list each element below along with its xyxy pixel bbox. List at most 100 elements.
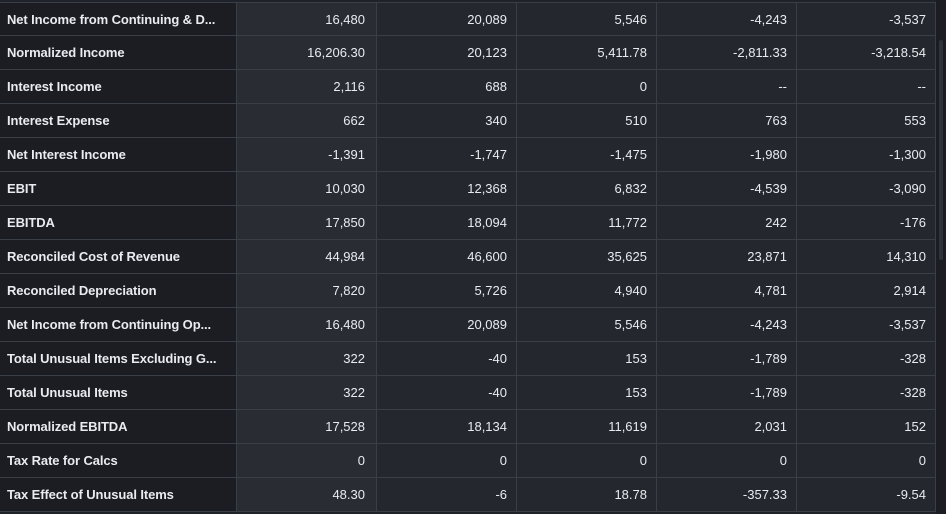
- cell-value: 322: [237, 342, 377, 375]
- cell-value: -40: [377, 376, 517, 409]
- cell-value: 10,030: [237, 172, 377, 205]
- table-row[interactable]: Reconciled Cost of Revenue 44,984 46,600…: [0, 240, 936, 274]
- table-row[interactable]: Interest Income 2,116 688 0 -- --: [0, 70, 936, 104]
- table-row[interactable]: Normalized EBITDA 17,528 18,134 11,619 2…: [0, 410, 936, 444]
- cell-value: 0: [517, 70, 657, 103]
- cell-value: 763: [657, 104, 797, 137]
- row-label: EBITDA: [0, 206, 237, 239]
- cell-value: 23,871: [657, 240, 797, 273]
- cell-value: 11,772: [517, 206, 657, 239]
- cell-value: 18.78: [517, 478, 657, 511]
- cell-value: 18,094: [377, 206, 517, 239]
- cell-value: 688: [377, 70, 517, 103]
- cell-value: 20,089: [377, 308, 517, 341]
- cell-value: 553: [797, 104, 936, 137]
- table-row[interactable]: Reconciled Depreciation 7,820 5,726 4,94…: [0, 274, 936, 308]
- row-label: Net Income from Continuing Op...: [0, 308, 237, 341]
- cell-value: 0: [237, 444, 377, 477]
- row-label: Reconciled Cost of Revenue: [0, 240, 237, 273]
- cell-value: --: [797, 70, 936, 103]
- cell-value: 16,480: [237, 308, 377, 341]
- cell-value: 5,411.78: [517, 36, 657, 69]
- cell-value: -4,243: [657, 3, 797, 35]
- table-row[interactable]: Net Interest Income -1,391 -1,747 -1,475…: [0, 138, 936, 172]
- table-row[interactable]: Normalized Income 16,206.30 20,123 5,411…: [0, 36, 936, 70]
- cell-value: -6: [377, 478, 517, 511]
- cell-value: 0: [517, 444, 657, 477]
- row-label: Normalized Income: [0, 36, 237, 69]
- cell-value: -357.33: [657, 478, 797, 511]
- cell-value: 0: [657, 444, 797, 477]
- cell-value: 153: [517, 342, 657, 375]
- cell-value: 17,528: [237, 410, 377, 443]
- cell-value: 35,625: [517, 240, 657, 273]
- cell-value: -4,539: [657, 172, 797, 205]
- cell-value: -176: [797, 206, 936, 239]
- cell-value: 2,914: [797, 274, 936, 307]
- row-label: Tax Rate for Calcs: [0, 444, 237, 477]
- cell-value: 48.30: [237, 478, 377, 511]
- row-label: Reconciled Depreciation: [0, 274, 237, 307]
- cell-value: 46,600: [377, 240, 517, 273]
- cell-value: 510: [517, 104, 657, 137]
- cell-value: 17,850: [237, 206, 377, 239]
- table-row[interactable]: Tax Rate for Calcs 0 0 0 0 0: [0, 444, 936, 478]
- cell-value: -1,747: [377, 138, 517, 171]
- cell-value: -1,475: [517, 138, 657, 171]
- cell-value: -328: [797, 342, 936, 375]
- cell-value: -9.54: [797, 478, 936, 511]
- row-label: Total Unusual Items Excluding G...: [0, 342, 237, 375]
- cell-value: -328: [797, 376, 936, 409]
- cell-value: 322: [237, 376, 377, 409]
- cell-value: 6,832: [517, 172, 657, 205]
- cell-value: 0: [797, 444, 936, 477]
- row-label: Net Income from Continuing & D...: [0, 3, 237, 35]
- vertical-scrollbar[interactable]: [936, 0, 946, 514]
- cell-value: --: [657, 70, 797, 103]
- cell-value: 5,546: [517, 308, 657, 341]
- table-row[interactable]: EBIT 10,030 12,368 6,832 -4,539 -3,090: [0, 172, 936, 206]
- row-label: Total Unusual Items: [0, 376, 237, 409]
- cell-value: 4,940: [517, 274, 657, 307]
- scrollbar-thumb[interactable]: [939, 40, 943, 260]
- cell-value: 4,781: [657, 274, 797, 307]
- row-label: Interest Income: [0, 70, 237, 103]
- cell-value: 153: [517, 376, 657, 409]
- cell-value: 340: [377, 104, 517, 137]
- table-row[interactable]: Net Income from Continuing & D... 16,480…: [0, 2, 936, 36]
- cell-value: -1,789: [657, 342, 797, 375]
- table-row[interactable]: Total Unusual Items Excluding G... 322 -…: [0, 342, 936, 376]
- cell-value: -1,391: [237, 138, 377, 171]
- table-row[interactable]: Total Unusual Items 322 -40 153 -1,789 -…: [0, 376, 936, 410]
- row-label: Normalized EBITDA: [0, 410, 237, 443]
- cell-value: 662: [237, 104, 377, 137]
- cell-value: -40: [377, 342, 517, 375]
- cell-value: -2,811.33: [657, 36, 797, 69]
- cell-value: -1,980: [657, 138, 797, 171]
- cell-value: 16,480: [237, 3, 377, 35]
- cell-value: -3,537: [797, 308, 936, 341]
- cell-value: 7,820: [237, 274, 377, 307]
- cell-value: 18,134: [377, 410, 517, 443]
- row-label: EBIT: [0, 172, 237, 205]
- table-row[interactable]: Tax Effect of Unusual Items 48.30 -6 18.…: [0, 478, 936, 512]
- table-row[interactable]: Interest Expense 662 340 510 763 553: [0, 104, 936, 138]
- cell-value: -1,789: [657, 376, 797, 409]
- cell-value: 2,031: [657, 410, 797, 443]
- row-label: Tax Effect of Unusual Items: [0, 478, 237, 511]
- cell-value: 20,089: [377, 3, 517, 35]
- cell-value: 12,368: [377, 172, 517, 205]
- cell-value: 2,116: [237, 70, 377, 103]
- table-row[interactable]: Net Income from Continuing Op... 16,480 …: [0, 308, 936, 342]
- cell-value: -3,218.54: [797, 36, 936, 69]
- cell-value: 5,726: [377, 274, 517, 307]
- cell-value: -1,300: [797, 138, 936, 171]
- cell-value: 5,546: [517, 3, 657, 35]
- cell-value: 20,123: [377, 36, 517, 69]
- cell-value: -3,537: [797, 3, 936, 35]
- cell-value: 44,984: [237, 240, 377, 273]
- row-label: Net Interest Income: [0, 138, 237, 171]
- cell-value: 152: [797, 410, 936, 443]
- table-row[interactable]: EBITDA 17,850 18,094 11,772 242 -176: [0, 206, 936, 240]
- cell-value: 14,310: [797, 240, 936, 273]
